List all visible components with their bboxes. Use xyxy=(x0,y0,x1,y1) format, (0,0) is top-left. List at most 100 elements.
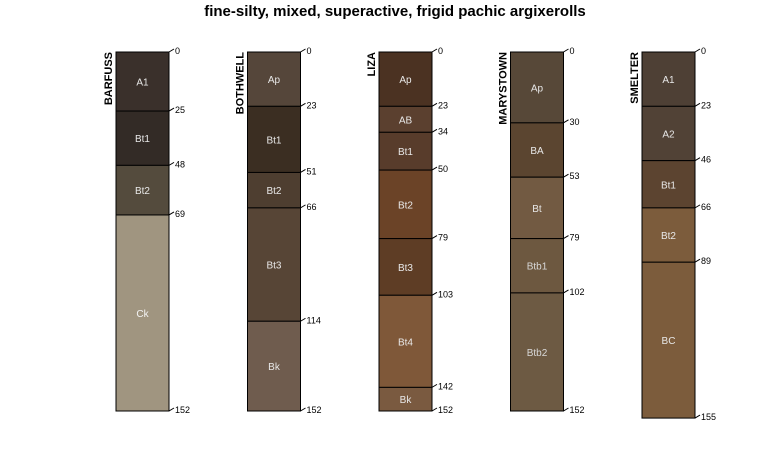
horizon-a2 xyxy=(641,105,696,162)
horizon-label: A2 xyxy=(662,129,675,140)
horizon-bt3 xyxy=(247,207,301,322)
horizon-label: Bt2 xyxy=(398,200,413,211)
depth-label: 152 xyxy=(570,405,585,415)
depth-tick xyxy=(168,407,175,412)
depth-tick xyxy=(563,173,569,178)
horizon-bt4 xyxy=(378,294,433,388)
depth-tick xyxy=(563,48,569,53)
horizon-bt1 xyxy=(641,160,696,209)
horizon-bt xyxy=(510,176,564,240)
depth-tick xyxy=(431,102,438,107)
depth-tick xyxy=(563,289,569,294)
horizon-label: A1 xyxy=(662,75,675,86)
profile-name: MARYSTOWN xyxy=(498,52,510,125)
depth-label: 79 xyxy=(438,233,448,243)
depth-label: 34 xyxy=(438,126,448,136)
soil-profile-bothwell: Ap Bt1 Bt2 Bt3 Bk 0 23 51 66 114 152 BOTHWELL xyxy=(235,46,322,415)
horizon-label: AB xyxy=(399,115,413,126)
soil-profile-barfuss: A1 Bt1 Bt2 Ck 0 25 48 69 152 BARFUSS xyxy=(103,46,190,415)
horizon-ab xyxy=(378,105,433,133)
horizon-bt1 xyxy=(247,105,301,173)
depth-tick xyxy=(431,291,438,296)
depth-label: 0 xyxy=(701,46,706,56)
horizon-label: Bt1 xyxy=(661,180,676,191)
profiles-group: A1 Bt1 Bt2 Ck 0 25 48 69 152 BARFUSS Ap Bt1 Bt2 Bt3 Bk… xyxy=(103,46,716,422)
depth-label: 48 xyxy=(175,159,185,169)
horizon-bt2 xyxy=(641,207,696,263)
depth-tick xyxy=(431,166,438,171)
depth-label: 0 xyxy=(175,46,180,56)
horizon-label: Btb1 xyxy=(527,262,548,273)
depth-label: 51 xyxy=(307,166,317,176)
horizon-label: Bt1 xyxy=(135,134,150,145)
soil-profile-marystown: Ap BA Bt Btb1 Btb2 0 30 53 79 102 152 MARYSTOWN xyxy=(498,46,585,415)
horizon-bt1 xyxy=(378,131,433,171)
horizon-label: Bt2 xyxy=(135,186,150,197)
horizon-label: Bt1 xyxy=(398,147,413,158)
horizon-ap xyxy=(510,51,564,124)
depth-label: 30 xyxy=(570,117,580,127)
depth-tick xyxy=(300,48,306,53)
horizon-bt1 xyxy=(115,110,170,166)
horizon-label: Ap xyxy=(268,75,281,86)
horizon-ck xyxy=(115,214,170,412)
horizon-bk xyxy=(247,320,301,412)
depth-label: 89 xyxy=(701,256,711,266)
depth-tick xyxy=(300,317,306,322)
horizon-ba xyxy=(510,122,564,178)
depth-tick xyxy=(431,383,438,388)
horizon-label: Bt xyxy=(532,204,542,215)
horizon-label: Bt2 xyxy=(266,186,281,197)
horizon-bt2 xyxy=(115,164,170,216)
depth-label: 66 xyxy=(701,202,711,212)
horizon-bc xyxy=(641,261,696,419)
chart-title: fine-silty, mixed, superactive, frigid p… xyxy=(204,3,586,20)
depth-label: 46 xyxy=(701,155,711,165)
depth-label: 152 xyxy=(307,405,322,415)
depth-tick xyxy=(694,157,701,162)
depth-label: 23 xyxy=(701,100,711,110)
depth-label: 114 xyxy=(307,315,321,325)
depth-tick xyxy=(563,407,569,412)
depth-tick xyxy=(300,102,306,107)
depth-label: 152 xyxy=(438,405,453,415)
horizon-btb1 xyxy=(510,238,564,294)
depth-tick xyxy=(694,204,701,209)
depth-label: 103 xyxy=(438,289,453,299)
depth-label: 69 xyxy=(175,209,185,219)
profile-name: LIZA xyxy=(366,52,378,76)
profile-name: BOTHWELL xyxy=(235,52,247,115)
depth-label: 23 xyxy=(438,100,448,110)
depth-tick xyxy=(694,102,701,107)
depth-label: 0 xyxy=(438,46,443,56)
depth-label: 0 xyxy=(307,46,312,56)
horizon-label: Bk xyxy=(400,395,413,406)
depth-label: 142 xyxy=(438,381,453,391)
horizon-bt3 xyxy=(378,238,433,296)
depth-label: 23 xyxy=(307,100,317,110)
horizon-btb2 xyxy=(510,292,564,412)
horizon-label: Bt4 xyxy=(398,337,413,348)
depth-tick xyxy=(300,169,306,173)
horizon-label: Bt3 xyxy=(398,263,413,274)
horizon-a1 xyxy=(641,51,696,107)
soil-profile-smelter: A1 A2 Bt1 Bt2 BC 0 23 46 66 89 155 SMELTER xyxy=(629,46,716,422)
depth-tick xyxy=(168,107,175,112)
depth-label: 53 xyxy=(570,171,580,181)
horizon-ap xyxy=(378,51,433,107)
horizon-label: Bk xyxy=(268,362,281,373)
depth-tick xyxy=(431,235,438,240)
depth-tick xyxy=(431,48,438,53)
horizon-label: Ck xyxy=(136,309,149,320)
depth-tick xyxy=(431,407,438,412)
depth-tick xyxy=(694,48,701,53)
profile-name: SMELTER xyxy=(629,52,641,104)
depth-label: 50 xyxy=(438,164,448,174)
depth-label: 152 xyxy=(175,405,190,415)
horizon-label: Btb2 xyxy=(527,348,548,359)
depth-tick xyxy=(694,414,701,419)
horizon-label: BC xyxy=(662,336,676,347)
depth-label: 0 xyxy=(570,46,575,56)
horizon-label: Bt2 xyxy=(661,231,676,242)
